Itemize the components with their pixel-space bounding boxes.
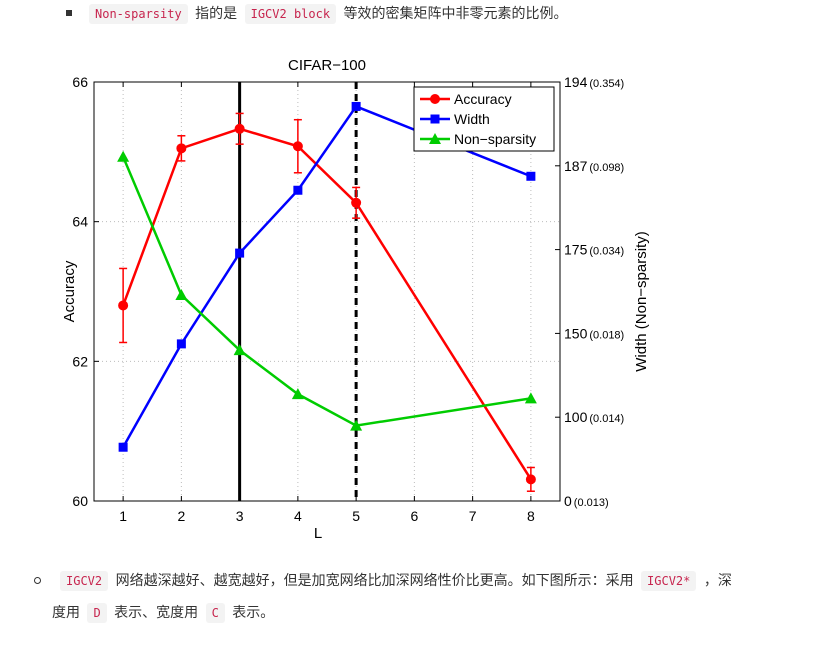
x-tick-label: 8	[527, 508, 535, 524]
data-point	[291, 388, 304, 400]
data-point	[176, 143, 187, 154]
y2-axis-label: Width (Non−sparsity)	[633, 231, 650, 371]
y2-tick-main: 175	[564, 242, 588, 258]
data-point	[351, 101, 361, 111]
circle-bullet-icon	[34, 576, 41, 584]
text-fragment: 表示。	[232, 605, 275, 621]
y2-tick-label: 100 (0.014)	[564, 409, 624, 425]
y2-tick-main: 100	[564, 409, 588, 425]
legend-label: Width	[454, 111, 490, 127]
y2-tick-label: 150 (0.018)	[564, 325, 624, 341]
plot-frame	[93, 81, 561, 502]
y2-tick-main: 150	[564, 325, 588, 341]
y2-tick-sub: (0.354)	[589, 78, 624, 90]
data-point	[293, 185, 303, 195]
text-fragment: 度用	[52, 605, 80, 621]
x-tick-label: 5	[352, 508, 360, 524]
data-point	[234, 123, 245, 134]
data-point	[175, 288, 188, 300]
y2-tick-main: 187	[564, 158, 588, 174]
data-point	[235, 248, 245, 258]
text-fragment: 指的是	[195, 6, 238, 22]
y2-tick-label: 0 (0.013)	[564, 493, 609, 509]
y2-tick-sub: (0.013)	[574, 497, 609, 509]
code-d: D	[87, 603, 107, 623]
x-tick-label: 1	[119, 508, 127, 524]
data-point	[176, 339, 186, 349]
data-point	[524, 392, 537, 404]
x-axis-label: L	[314, 525, 322, 542]
legend: Accuracy Width Non−sparsity	[413, 86, 555, 152]
legend-label: Non−sparsity	[454, 131, 536, 147]
y2-tick-sub: (0.098)	[589, 162, 624, 174]
y2-tick-label: 194 (0.354)	[564, 74, 624, 90]
chart-title: CIFAR−100	[288, 57, 366, 74]
y-tick-label: 60	[72, 493, 88, 509]
y-tick-label: 66	[72, 74, 88, 90]
y2-tick-sub: (0.034)	[589, 246, 624, 258]
top-bullet-text: Non-sparsity 指的是 IGCV2 block 等效的密集矩阵中非零元…	[66, 4, 568, 24]
y2-tick-sub: (0.018)	[589, 329, 624, 341]
series-line	[122, 104, 532, 448]
legend-marker	[429, 133, 441, 144]
data-point	[526, 171, 536, 181]
data-point	[525, 474, 536, 485]
data-point	[118, 300, 129, 311]
legend-marker	[430, 114, 440, 124]
code-igcv2-block: IGCV2 block	[244, 4, 337, 24]
bottom-bullet-text: IGCV2 网络越深越好、越宽越好，但是加宽网络比加深网络性价比更高。如下图所示…	[34, 570, 732, 592]
data-point	[351, 197, 362, 208]
data-point	[233, 344, 246, 356]
legend-marker	[430, 94, 440, 104]
data-point	[350, 419, 363, 431]
text-fragment: 表示、宽度用	[114, 605, 199, 621]
series-1	[118, 101, 536, 452]
series-line	[121, 156, 532, 427]
code-c: C	[205, 603, 225, 623]
data-point	[117, 150, 130, 162]
y2-tick-sub: (0.014)	[589, 413, 624, 425]
series-2	[117, 150, 537, 431]
y-axis-label: Accuracy	[61, 260, 78, 322]
text-fragment: ，深	[703, 573, 732, 589]
code-igcv2-star: IGCV2*	[641, 571, 697, 591]
square-bullet-icon	[66, 10, 72, 16]
series-0	[118, 112, 536, 492]
y2-tick-main: 0	[564, 493, 572, 509]
series-line	[121, 127, 532, 481]
y2-tick-label: 187 (0.098)	[564, 158, 624, 174]
legend-label: Accuracy	[454, 91, 512, 107]
y-tick-label: 62	[72, 353, 88, 369]
x-tick-label: 3	[236, 508, 244, 524]
x-tick-label: 2	[177, 508, 185, 524]
y2-tick-label: 175 (0.034)	[564, 242, 624, 258]
text-fragment: 网络越深越好、越宽越好，但是加宽网络比加深网络性价比更高。如下图所示：采用	[115, 573, 634, 589]
bottom-bullet-text-cont: 度用 D 表示、宽度用 C 表示。	[52, 602, 274, 624]
x-tick-label: 4	[294, 508, 302, 524]
code-non-sparsity: Non-sparsity	[89, 4, 188, 24]
y-tick-label: 64	[72, 214, 88, 230]
data-point	[292, 141, 303, 152]
x-tick-label: 6	[410, 508, 418, 524]
code-igcv2: IGCV2	[60, 571, 109, 591]
data-point	[118, 442, 128, 452]
y2-tick-main: 194	[564, 74, 588, 90]
x-tick-label: 7	[469, 508, 477, 524]
text-fragment: 等效的密集矩阵中非零元素的比例。	[343, 6, 568, 22]
